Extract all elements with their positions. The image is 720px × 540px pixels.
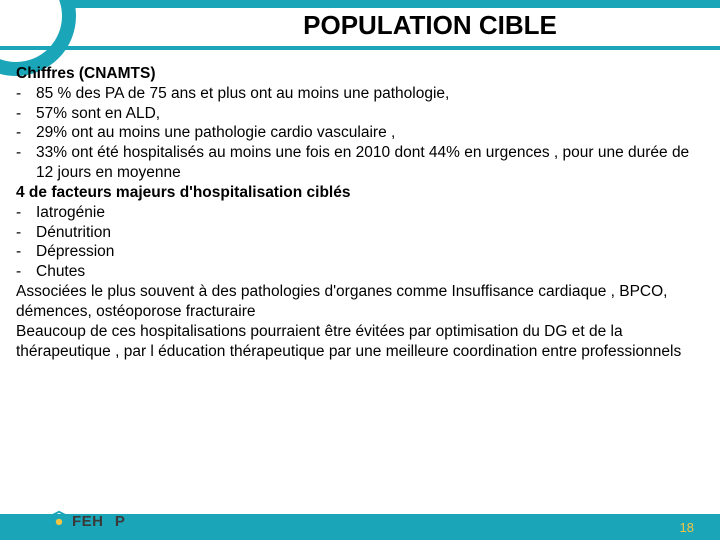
list-item: -29% ont au moins une pathologie cardio … <box>16 123 704 143</box>
list-item: -33% ont été hospitalisés au moins une f… <box>16 143 704 183</box>
title-underline <box>0 46 720 50</box>
title-wrap: POPULATION CIBLE <box>0 10 720 41</box>
list-item: -Dépression <box>16 242 704 262</box>
list-item: -57% sont en ALD, <box>16 104 704 124</box>
fehap-logo: FEHAP <box>48 510 125 532</box>
page-number: 18 <box>680 520 694 535</box>
list-item: -Iatrogénie <box>16 203 704 223</box>
list-item: -Chutes <box>16 262 704 282</box>
paragraph: Associées le plus souvent à des patholog… <box>16 282 704 322</box>
logo-icon <box>48 510 70 532</box>
slide-title: POPULATION CIBLE <box>163 10 557 41</box>
paragraph: Beaucoup de ces hospitalisations pourrai… <box>16 322 704 362</box>
list-item: -85 % des PA de 75 ans et plus ont au mo… <box>16 84 704 104</box>
heading-factors: 4 de facteurs majeurs d'hospitalisation … <box>16 183 704 203</box>
logo-text: FEHAP <box>72 513 125 530</box>
content-body: Chiffres (CNAMTS) -85 % des PA de 75 ans… <box>16 64 704 361</box>
heading-chiffres: Chiffres (CNAMTS) <box>16 64 704 84</box>
top-accent-stripes <box>0 0 720 8</box>
list-item: -Dénutrition <box>16 223 704 243</box>
